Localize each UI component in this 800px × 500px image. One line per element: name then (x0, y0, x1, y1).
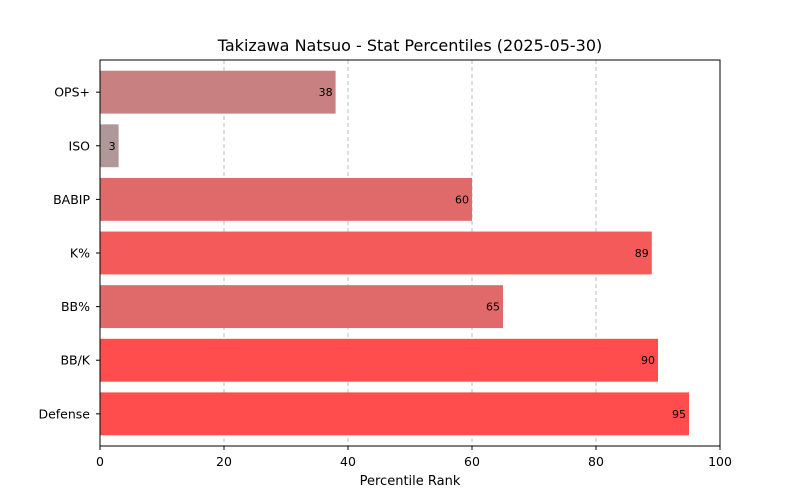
bar (100, 285, 503, 329)
bar-value-label: 90 (641, 354, 655, 367)
bar (100, 124, 119, 168)
bar (100, 392, 689, 436)
bar-value-label: 89 (635, 247, 649, 260)
y-axis-ticks: OPS+ ISO BABIP K% BB% BB/K Defense (38, 85, 100, 421)
x-tick-label: 0 (96, 454, 104, 469)
bar (100, 177, 472, 221)
bar-value-label: 38 (319, 86, 333, 99)
chart-title: Takizawa Natsuo - Stat Percentiles (2025… (217, 36, 603, 55)
bar-value-label: 60 (455, 193, 469, 206)
bar-value-label: 3 (109, 140, 116, 153)
y-tick-label: Defense (38, 406, 90, 421)
y-tick-label: OPS+ (54, 85, 90, 100)
y-tick-label: K% (70, 246, 90, 261)
y-tick-label: ISO (69, 138, 91, 153)
bar (100, 338, 658, 382)
bar (100, 70, 336, 114)
x-axis-ticks: 0 20 40 60 80 100 (96, 446, 732, 469)
y-tick-label: BABIP (53, 192, 90, 207)
x-tick-label: 80 (588, 454, 604, 469)
bar (100, 231, 652, 275)
y-tick-label: BB/K (60, 353, 90, 368)
x-axis-label: Percentile Rank (360, 474, 461, 489)
y-tick-label: BB% (61, 299, 90, 314)
bar-value-label: 65 (486, 301, 500, 314)
x-tick-label: 100 (708, 454, 732, 469)
x-tick-label: 20 (216, 454, 232, 469)
x-tick-label: 60 (464, 454, 480, 469)
bars-group: 38 3 60 89 65 90 95 (100, 70, 689, 436)
bar-value-label: 95 (672, 408, 686, 421)
x-tick-label: 40 (340, 454, 356, 469)
